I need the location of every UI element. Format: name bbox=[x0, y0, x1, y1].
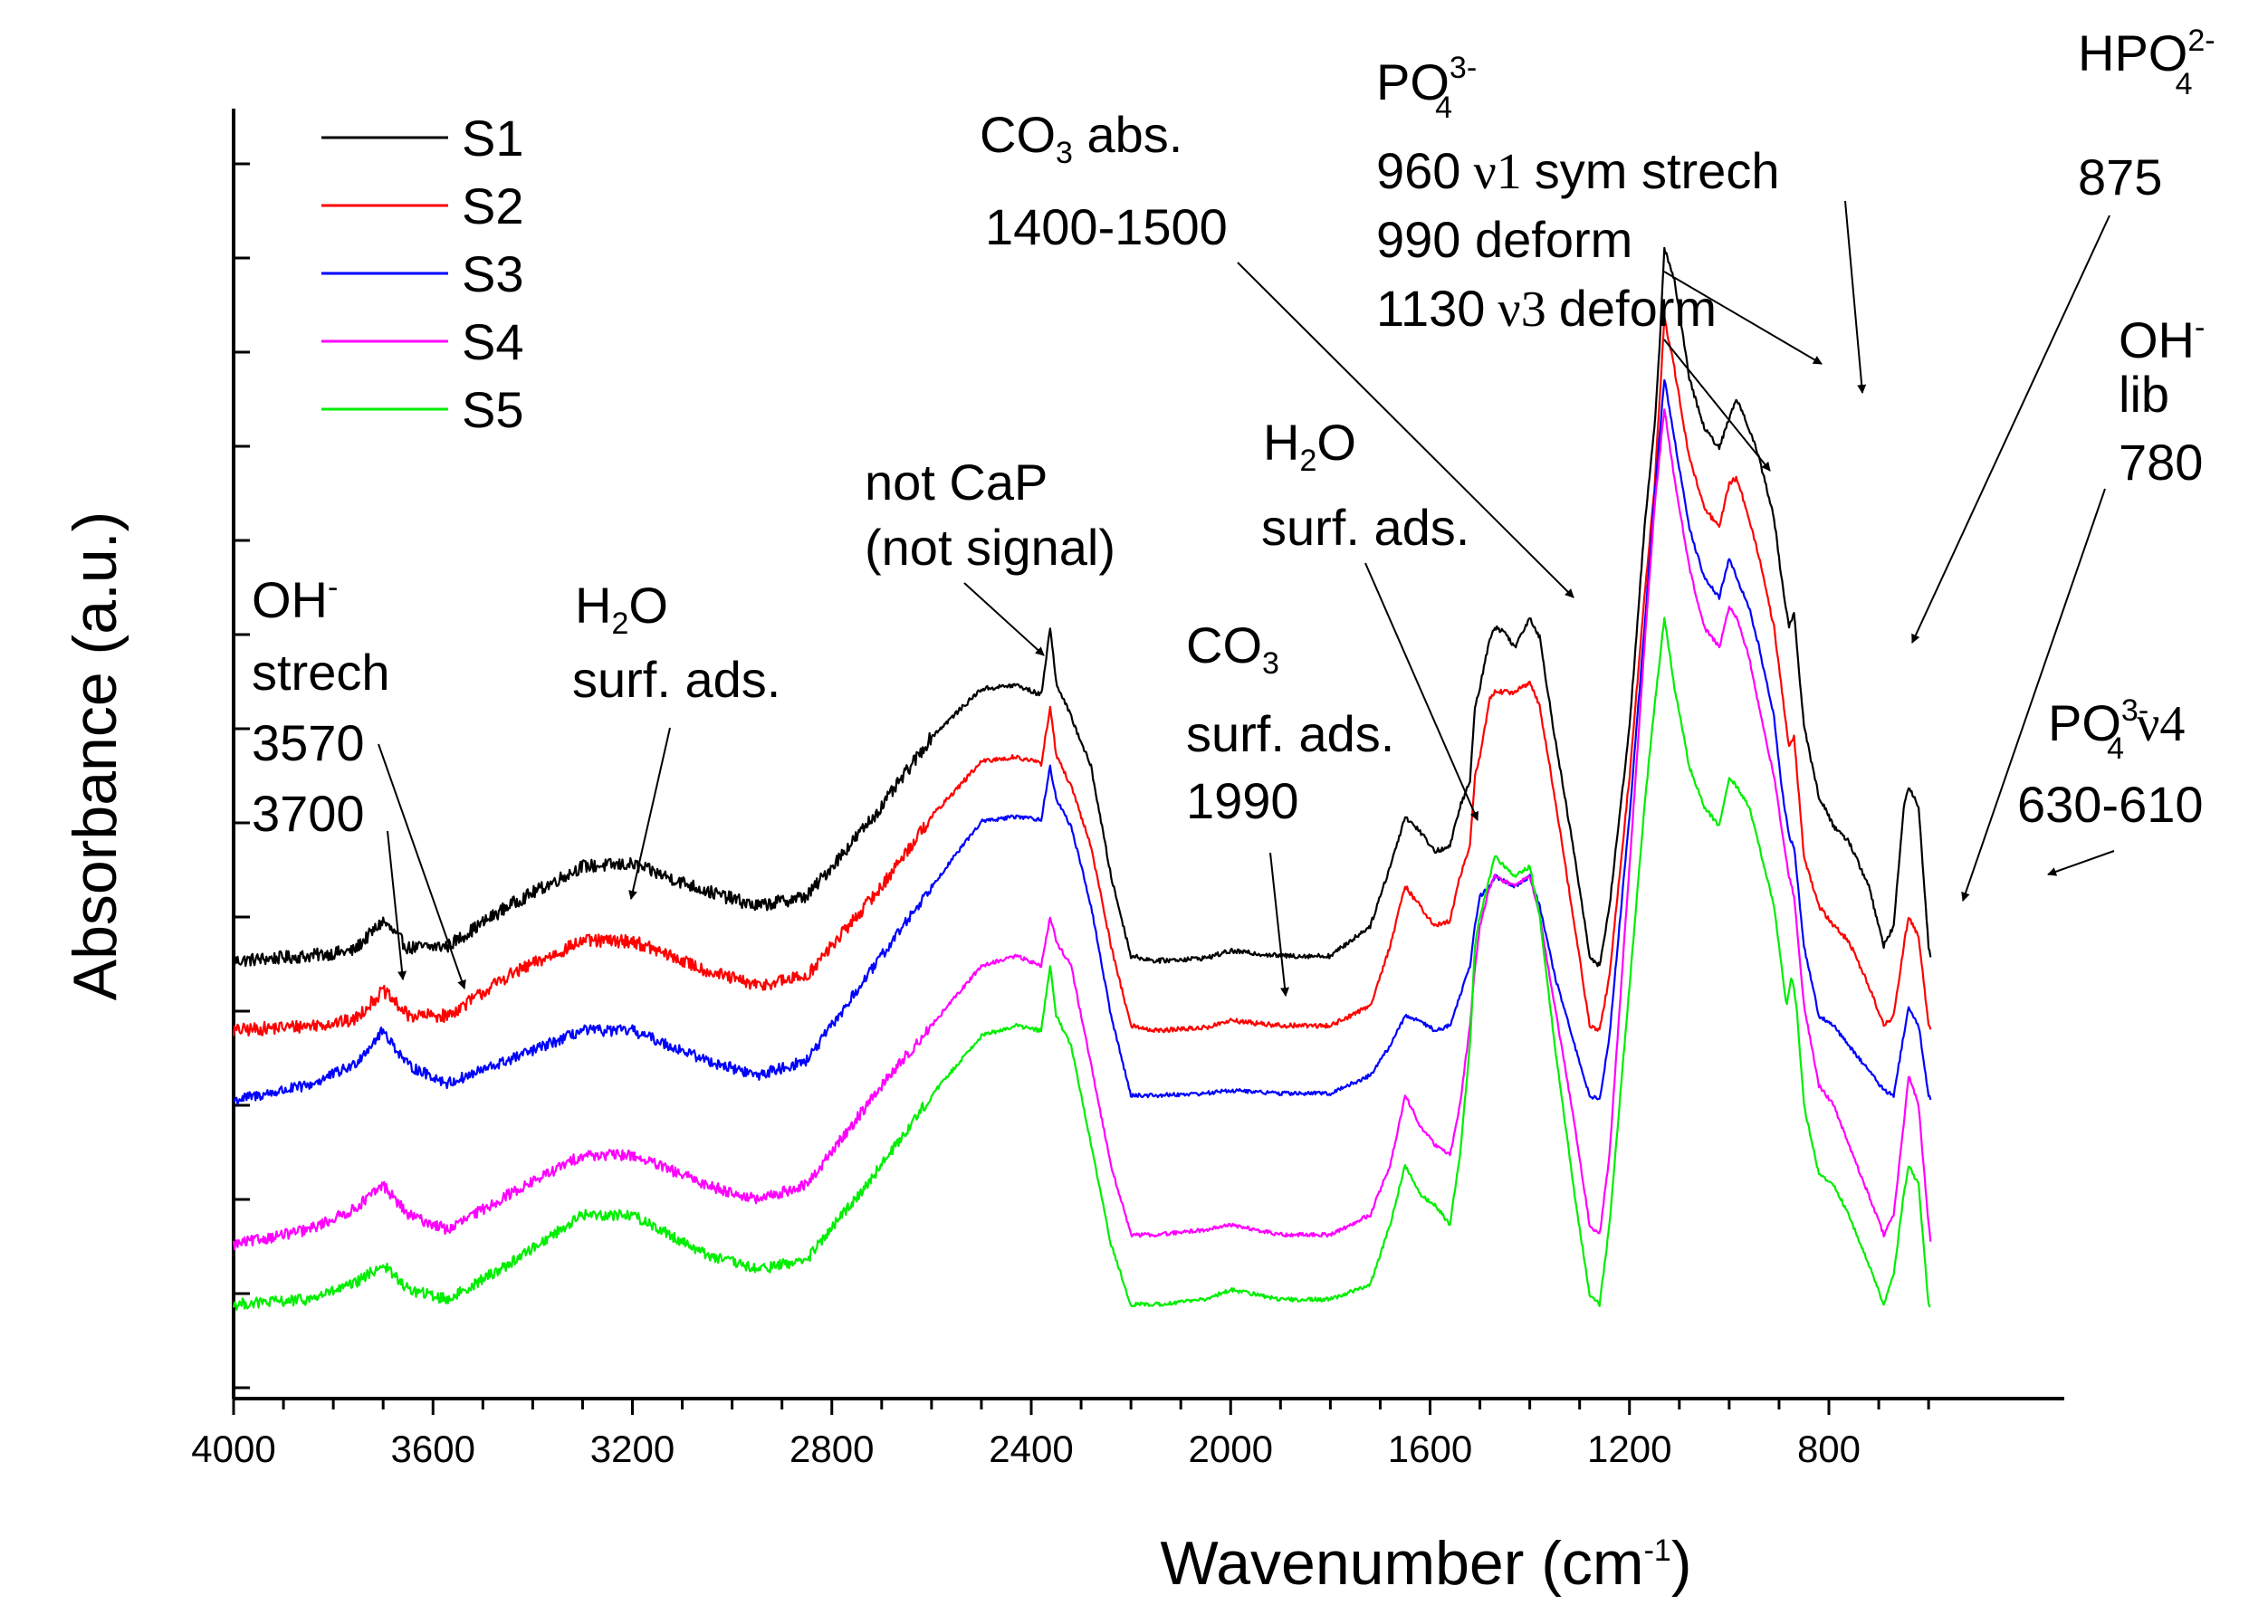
svg-text:990 deform: 990 deform bbox=[1376, 211, 1632, 268]
svg-text:surf. ads.: surf. ads. bbox=[572, 651, 780, 708]
annotation-oh-stretch: OH- strech 3570 3700 bbox=[252, 570, 466, 989]
annotation-po4-v4: PO3-4 ν4 630-610 bbox=[2017, 693, 2204, 876]
series-line-s3 bbox=[233, 378, 1932, 1105]
x-tick-labels: 4000 3600 3200 2800 2400 2000 1600 1200 800 bbox=[191, 1428, 1861, 1470]
legend-label-s1: S1 bbox=[462, 110, 524, 167]
annotation-co3-surf: CO3 surf. ads. 1990 bbox=[1186, 616, 1394, 997]
svg-text:lib: lib bbox=[2119, 366, 2169, 423]
svg-text:OH-: OH- bbox=[2119, 310, 2205, 368]
svg-text:CO3 abs.: CO3 abs. bbox=[980, 106, 1182, 170]
x-tick-label: 2800 bbox=[789, 1428, 874, 1470]
svg-text:PO3-4: PO3-4 bbox=[1376, 51, 1477, 125]
x-tick-label: 2400 bbox=[989, 1428, 1073, 1470]
series-line-s2 bbox=[232, 315, 1932, 1036]
series-line-s5 bbox=[232, 616, 1931, 1311]
legend-label-s3: S3 bbox=[462, 245, 524, 302]
y-axis-title: Absorbance (a.u.) bbox=[61, 511, 129, 1001]
x-tick-label: 3600 bbox=[391, 1428, 475, 1470]
svg-text:PO3-4ν4: PO3-4 ν4 bbox=[2048, 693, 2185, 766]
x-axis-title: Wavenumber (cm-1) bbox=[1161, 1529, 1692, 1598]
svg-text:strech: strech bbox=[252, 644, 390, 701]
svg-text:(not signal): (not signal) bbox=[865, 519, 1115, 576]
annotation-h2o-left: H2O surf. ads. bbox=[572, 577, 780, 900]
svg-text:CO3: CO3 bbox=[1186, 616, 1279, 681]
svg-text:not CaP: not CaP bbox=[865, 454, 1048, 511]
legend-label-s2: S2 bbox=[462, 177, 524, 234]
svg-text:1400-1500: 1400-1500 bbox=[985, 198, 1228, 255]
x-tick-label: 1600 bbox=[1388, 1428, 1472, 1470]
svg-text:630-610: 630-610 bbox=[2017, 776, 2204, 833]
x-ticks bbox=[232, 1399, 1930, 1415]
x-tick-label: 4000 bbox=[191, 1428, 275, 1470]
svg-text:1990: 1990 bbox=[1186, 772, 1299, 829]
x-tick-label: 3200 bbox=[590, 1428, 675, 1470]
annotation-hpo4: HPO2-4 875 bbox=[1911, 24, 2215, 644]
svg-text:H2O: H2O bbox=[575, 577, 668, 641]
svg-text:3570: 3570 bbox=[252, 714, 365, 771]
x-tick-label: 1200 bbox=[1587, 1428, 1671, 1470]
svg-text:780: 780 bbox=[2119, 434, 2203, 491]
svg-text:OH-: OH- bbox=[252, 570, 338, 628]
annotation-h2o-right: H2O surf. ads. bbox=[1261, 414, 1479, 821]
legend-label-s5: S5 bbox=[462, 381, 524, 438]
svg-text:surf. ads.: surf. ads. bbox=[1186, 705, 1394, 762]
svg-text:3700: 3700 bbox=[252, 785, 365, 842]
legend: S1 S2 S3 S4 S5 bbox=[321, 110, 524, 438]
svg-text:surf. ads.: surf. ads. bbox=[1261, 499, 1469, 556]
annotation-po4: PO3-4 960 ν1 sym strech 990 deform 1130 ν3 d… bbox=[1376, 51, 1867, 472]
y-ticks bbox=[234, 162, 250, 1390]
annotation-not-cap: not CaP (not signal) bbox=[865, 454, 1115, 656]
svg-text:875: 875 bbox=[2078, 148, 2162, 205]
svg-text:HPO2-4: HPO2-4 bbox=[2078, 24, 2215, 101]
x-tick-label: 2000 bbox=[1189, 1428, 1273, 1470]
series-line-s4 bbox=[232, 408, 1932, 1251]
series-line-s1 bbox=[232, 246, 1932, 968]
annotation-oh-lib: OH- lib 780 bbox=[1961, 310, 2205, 902]
annotation-co3-abs: CO3 abs. 1400-1500 bbox=[980, 106, 1574, 598]
svg-text:H2O: H2O bbox=[1263, 414, 1356, 478]
x-tick-label: 800 bbox=[1797, 1428, 1861, 1470]
series-lines bbox=[232, 246, 1932, 1311]
legend-label-s4: S4 bbox=[462, 313, 524, 370]
